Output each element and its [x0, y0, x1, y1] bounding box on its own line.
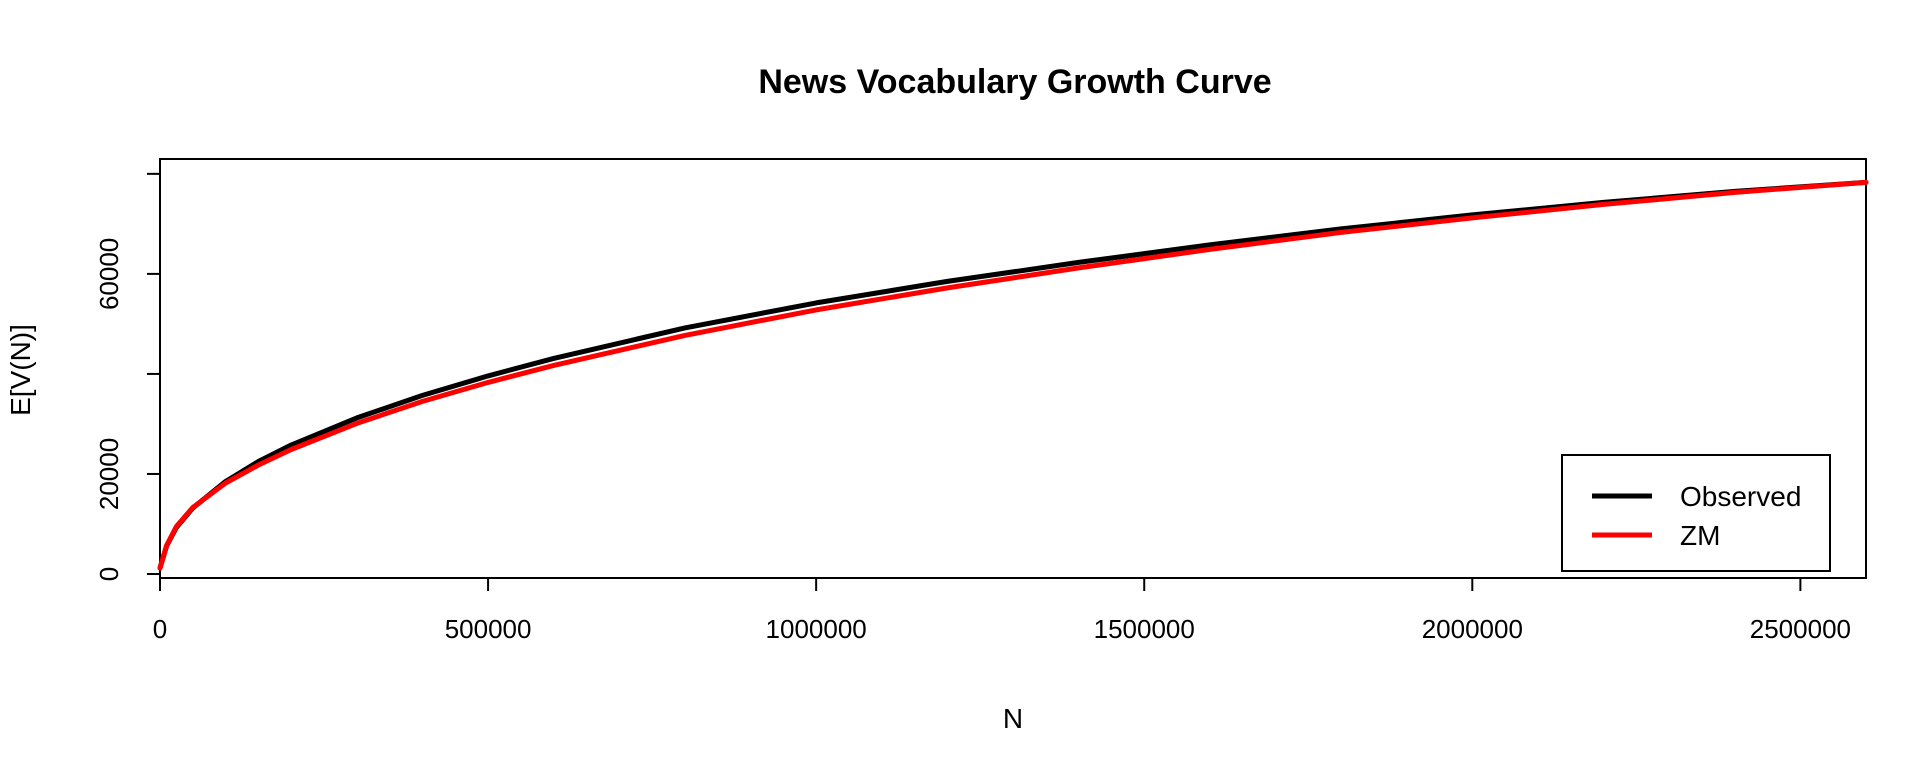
x-tick-label: 2500000 [1750, 614, 1851, 644]
legend-label-zm: ZM [1680, 520, 1720, 551]
x-tick-label: 1500000 [1094, 614, 1195, 644]
x-axis: 0 500000 1000000 1500000 2000000 2500000 [153, 577, 1851, 644]
legend-label-observed: Observed [1680, 481, 1801, 512]
y-tick-label: 20000 [94, 438, 124, 510]
series-line-zm [157, 179, 1869, 571]
y-tick-label: 60000 [94, 238, 124, 310]
x-tick-label: 2000000 [1422, 614, 1523, 644]
x-tick-label: 0 [153, 614, 167, 644]
legend-box [1561, 454, 1831, 572]
series-group [157, 179, 1869, 571]
x-tick-label: 500000 [445, 614, 532, 644]
x-tick-label: 1000000 [766, 614, 867, 644]
x-axis-label: N [1003, 703, 1023, 734]
y-axis-label: E[V(N)] [5, 324, 36, 416]
y-tick-label: 0 [94, 567, 124, 581]
chart-title: News Vocabulary Growth Curve [758, 63, 1271, 101]
y-axis: 0 20000 60000 [94, 172, 161, 581]
legend: Observed ZM [1561, 454, 1831, 572]
